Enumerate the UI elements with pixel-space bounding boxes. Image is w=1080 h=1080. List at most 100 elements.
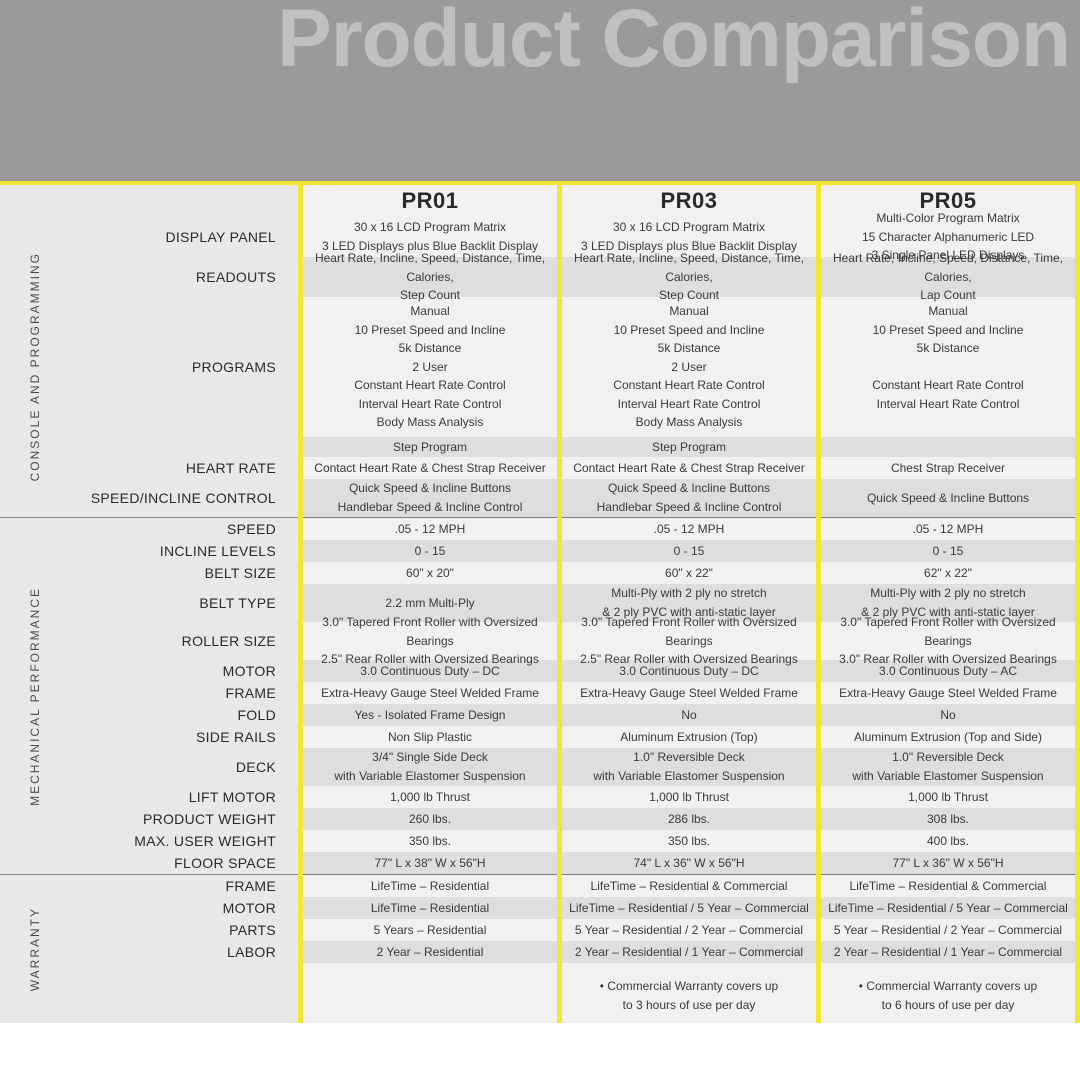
table-cell: 77" L x 36" W x 56"H [821, 852, 1075, 874]
row-label: MOTOR [70, 660, 298, 682]
row-label [70, 437, 298, 457]
row-label: PROGRAMS [70, 297, 298, 437]
table-cell: Aluminum Extrusion (Top) [562, 726, 816, 748]
row-label: MAX. USER WEIGHT [70, 830, 298, 852]
page-title: Product Comparison [277, 0, 1070, 86]
table-cell: 5 Year – Residential / 2 Year – Commerci… [821, 919, 1075, 941]
table-cell: Extra-Heavy Gauge Steel Welded Frame [562, 682, 816, 704]
product-column-1: PR0130 x 16 LCD Program Matrix3 LED Disp… [298, 185, 557, 1023]
table-cell: 2 Year – Residential / 1 Year – Commerci… [562, 941, 816, 963]
table-cell: 60" x 22" [562, 562, 816, 584]
row-label: ROLLER SIZE [70, 622, 298, 660]
table-cell: 60" x 20" [303, 562, 557, 584]
table-cell: Heart Rate, Incline, Speed, Distance, Ti… [821, 257, 1075, 297]
table-cell: Extra-Heavy Gauge Steel Welded Frame [303, 682, 557, 704]
table-cell: No [562, 704, 816, 726]
table-cell: 62" x 22" [821, 562, 1075, 584]
row-label: HEART RATE [70, 457, 298, 479]
table-cell: Heart Rate, Incline, Speed, Distance, Ti… [562, 257, 816, 297]
table-cell: 1,000 lb Thrust [303, 786, 557, 808]
table-cell: Contact Heart Rate & Chest Strap Receive… [562, 457, 816, 479]
table-cell: 1,000 lb Thrust [821, 786, 1075, 808]
table-cell: Chest Strap Receiver [821, 457, 1075, 479]
product-column-2: PR0330 x 16 LCD Program Matrix3 LED Disp… [557, 185, 816, 1023]
product-header: PR03 [562, 185, 816, 217]
row-label: LABOR [70, 941, 298, 963]
table-cell: 1.0" Reversible Deckwith Variable Elasto… [562, 748, 816, 786]
table-cell: 0 - 15 [562, 540, 816, 562]
table-cell: Heart Rate, Incline, Speed, Distance, Ti… [303, 257, 557, 297]
row-label: READOUTS [70, 257, 298, 297]
table-cell: 260 lbs. [303, 808, 557, 830]
row-label: FOLD [70, 704, 298, 726]
row-label: FRAME [70, 875, 298, 897]
table-cell: LifeTime – Residential [303, 897, 557, 919]
row-label: DISPLAY PANEL [70, 217, 298, 257]
table-cell: .05 - 12 MPH [303, 518, 557, 540]
table-cell: .05 - 12 MPH [821, 518, 1075, 540]
table-cell: LifeTime – Residential / 5 Year – Commer… [562, 897, 816, 919]
table-cell: Step Program [303, 437, 557, 457]
category-label: WARRANTY [0, 875, 70, 1023]
table-cell: 3.0" Tapered Front Roller with Oversized… [562, 622, 816, 660]
table-cell: Extra-Heavy Gauge Steel Welded Frame [821, 682, 1075, 704]
table-cell: 5 Years – Residential [303, 919, 557, 941]
row-label: INCLINE LEVELS [70, 540, 298, 562]
row-label: MOTOR [70, 897, 298, 919]
table-cell: Quick Speed & Incline Buttons [821, 479, 1075, 517]
table-cell [821, 437, 1075, 457]
table-cell: .05 - 12 MPH [562, 518, 816, 540]
table-cell: Non Slip Plastic [303, 726, 557, 748]
category-label: CONSOLE AND PROGRAMMING [0, 217, 70, 517]
table-cell: 74" L x 36" W x 56"H [562, 852, 816, 874]
table-cell: 308 lbs. [821, 808, 1075, 830]
table-cell: 2 Year – Residential / 1 Year – Commerci… [821, 941, 1075, 963]
table-cell: Aluminum Extrusion (Top and Side) [821, 726, 1075, 748]
row-label-column: DISPLAY PANELREADOUTSPROGRAMSHEART RATES… [70, 185, 298, 1023]
table-cell: Step Program [562, 437, 816, 457]
table-cell: 3/4" Single Side Deckwith Variable Elast… [303, 748, 557, 786]
table-cell: 400 lbs. [821, 830, 1075, 852]
table-cell: 0 - 15 [821, 540, 1075, 562]
row-label: PARTS [70, 919, 298, 941]
table-cell: • Commercial Warranty covers upto 3 hour… [562, 963, 816, 1023]
table-cell: LifeTime – Residential & Commercial [821, 875, 1075, 897]
table-cell: 0 - 15 [303, 540, 557, 562]
table-cell: Quick Speed & Incline ButtonsHandlebar S… [303, 479, 557, 517]
page-header: Product Comparison [0, 0, 1080, 185]
table-cell: LifeTime – Residential / 5 Year – Commer… [821, 897, 1075, 919]
table-cell: 286 lbs. [562, 808, 816, 830]
row-label: BELT TYPE [70, 584, 298, 622]
category-label: MECHANICAL PERFORMANCE [0, 518, 70, 874]
product-header: PR01 [303, 185, 557, 217]
row-label: DECK [70, 748, 298, 786]
table-cell: Yes - Isolated Frame Design [303, 704, 557, 726]
table-cell: 350 lbs. [303, 830, 557, 852]
table-cell: 2 Year – Residential [303, 941, 557, 963]
table-cell: 1,000 lb Thrust [562, 786, 816, 808]
table-cell: Manual10 Preset Speed and Incline5k Dist… [821, 297, 1075, 437]
row-label: SPEED [70, 518, 298, 540]
row-label [70, 963, 298, 1023]
row-label: FRAME [70, 682, 298, 704]
table-cell: No [821, 704, 1075, 726]
table-cell: Quick Speed & Incline ButtonsHandlebar S… [562, 479, 816, 517]
table-cell: 1.0" Reversible Deckwith Variable Elasto… [821, 748, 1075, 786]
table-cell: LifeTime – Residential [303, 875, 557, 897]
row-label: BELT SIZE [70, 562, 298, 584]
row-label: SPEED/INCLINE CONTROL [70, 479, 298, 517]
table-cell: 77" L x 38" W x 56"H [303, 852, 557, 874]
comparison-table: CONSOLE AND PROGRAMMINGMECHANICAL PERFOR… [0, 185, 1080, 1023]
table-cell: Manual10 Preset Speed and Incline5k Dist… [303, 297, 557, 437]
table-cell: 3.0" Tapered Front Roller with Oversized… [821, 622, 1075, 660]
table-cell [303, 963, 557, 1023]
table-cell: LifeTime – Residential & Commercial [562, 875, 816, 897]
table-cell: 5 Year – Residential / 2 Year – Commerci… [562, 919, 816, 941]
row-label: LIFT MOTOR [70, 786, 298, 808]
table-cell: 350 lbs. [562, 830, 816, 852]
table-cell: Contact Heart Rate & Chest Strap Receive… [303, 457, 557, 479]
table-cell: • Commercial Warranty covers upto 6 hour… [821, 963, 1075, 1023]
row-label: PRODUCT WEIGHT [70, 808, 298, 830]
table-cell: 3.0" Tapered Front Roller with Oversized… [303, 622, 557, 660]
table-cell: Manual10 Preset Speed and Incline5k Dist… [562, 297, 816, 437]
